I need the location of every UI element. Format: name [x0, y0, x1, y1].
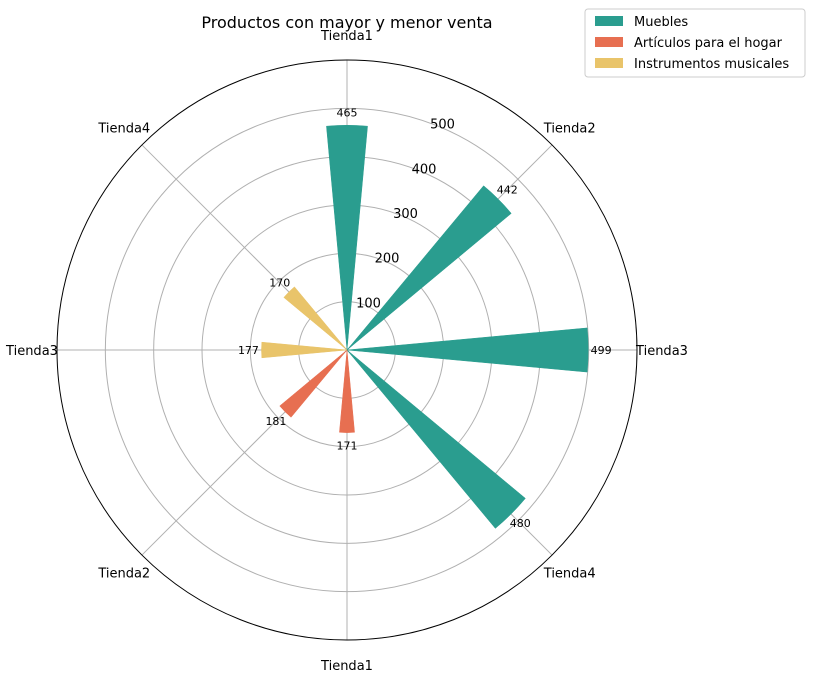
legend-swatch [595, 16, 623, 26]
polar-bar [346, 327, 589, 373]
polar-bar [326, 125, 368, 351]
angle-label: Tienda3 [635, 344, 688, 359]
polar-bar [346, 185, 512, 351]
radial-tick-label: 200 [375, 252, 400, 267]
value-label: 442 [497, 184, 518, 197]
value-label: 177 [238, 344, 259, 357]
outer-frame [56, 59, 638, 641]
value-label: 465 [337, 106, 358, 119]
value-label: 499 [591, 344, 612, 357]
legend-label: Muebles [634, 15, 688, 30]
labels-layer: 465 442 499 480 171 181 177 170 Tienda1 Tienda2 Ti… [5, 29, 688, 674]
value-label: 480 [510, 517, 531, 530]
angle-label: Tienda1 [320, 29, 373, 44]
value-label: 171 [337, 440, 358, 453]
polar-bar [339, 349, 355, 433]
legend: Muebles Artículos para el hogar Instrument… [584, 8, 806, 78]
legend-label: Instrumentos musicales [634, 57, 789, 72]
value-label: 170 [269, 277, 290, 290]
radial-tick-label: 100 [356, 296, 381, 311]
angle-label: Tienda3 [5, 344, 58, 359]
legend-swatch [595, 37, 623, 47]
angle-label: Tienda4 [543, 567, 596, 582]
legend-frame [584, 8, 806, 78]
legend-label: Artículos para el hogar [634, 36, 783, 51]
polar-bar [261, 341, 348, 359]
radial-tick-label: 400 [412, 162, 437, 177]
polar-bar [279, 349, 348, 418]
angle-label: Tienda2 [543, 121, 596, 136]
legend-swatch [595, 58, 623, 68]
angle-label: Tienda4 [97, 121, 150, 136]
value-label: 181 [265, 415, 286, 428]
polar-bar [283, 286, 348, 351]
chart-title: Productos con mayor y menor venta [201, 13, 492, 32]
angle-label: Tienda2 [97, 567, 150, 582]
radial-tick-label: 500 [430, 118, 455, 133]
angle-label: Tienda1 [320, 659, 373, 674]
polar-bar [346, 349, 526, 529]
bars-layer [261, 125, 589, 529]
radial-tick-label: 300 [393, 207, 418, 222]
